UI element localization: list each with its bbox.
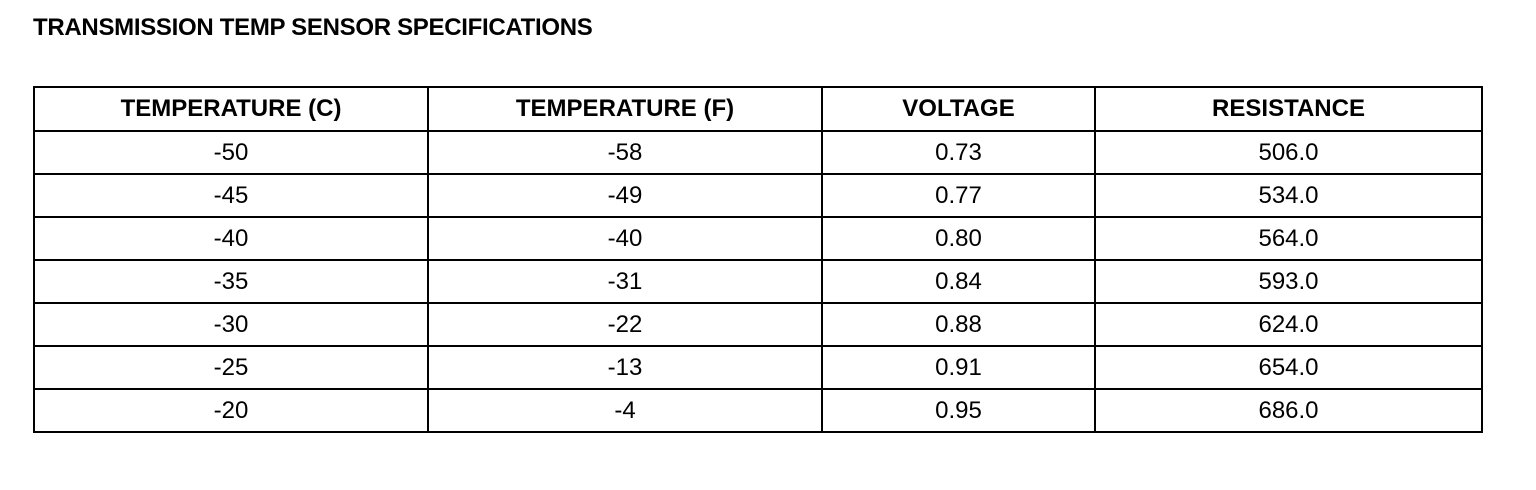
document-title: TRANSMISSION TEMP SENSOR SPECIFICATIONS [33,14,593,41]
table-cell: -31 [427,259,823,304]
table-cell: 506.0 [1094,130,1483,175]
table-head: TEMPERATURE (C) TEMPERATURE (F) VOLTAGE RES… [33,86,1483,132]
table-row: -40 -40 0.80 564.0 [33,216,1483,261]
table-cell: 593.0 [1094,259,1483,304]
table-row: -25 -13 0.91 654.0 [33,345,1483,390]
spec-table: TEMPERATURE (C) TEMPERATURE (F) VOLTAGE RES… [33,86,1483,433]
table-cell: -35 [33,259,429,304]
table-cell: -45 [33,173,429,218]
table-cell: -49 [427,173,823,218]
table-cell: 534.0 [1094,173,1483,218]
table-cell: -30 [33,302,429,347]
table-row: -30 -22 0.88 624.0 [33,302,1483,347]
table-body: -50 -58 0.73 506.0 -45 -49 0.77 534.0 -40 -40 0.80… [33,130,1483,433]
table-cell: 0.73 [821,130,1096,175]
table-cell: -20 [33,388,429,433]
column-header: VOLTAGE [821,86,1096,132]
table-cell: -40 [427,216,823,261]
table-cell: 0.80 [821,216,1096,261]
table-cell: 686.0 [1094,388,1483,433]
table-row: -20 -4 0.95 686.0 [33,388,1483,433]
table-cell: 0.91 [821,345,1096,390]
table-cell: 0.84 [821,259,1096,304]
header-row: TEMPERATURE (C) TEMPERATURE (F) VOLTAGE RES… [33,86,1483,132]
table-cell: -50 [33,130,429,175]
table-cell: -22 [427,302,823,347]
column-header: RESISTANCE [1094,86,1483,132]
column-header: TEMPERATURE (F) [427,86,823,132]
table-cell: 0.88 [821,302,1096,347]
table-cell: 564.0 [1094,216,1483,261]
table-cell: -25 [33,345,429,390]
table-cell: -40 [33,216,429,261]
table-cell: -4 [427,388,823,433]
column-header: TEMPERATURE (C) [33,86,429,132]
table-cell: 0.95 [821,388,1096,433]
table-cell: -13 [427,345,823,390]
table-row: -50 -58 0.73 506.0 [33,130,1483,175]
table-cell: -58 [427,130,823,175]
table-row: -45 -49 0.77 534.0 [33,173,1483,218]
table-cell: 0.77 [821,173,1096,218]
table-cell: 654.0 [1094,345,1483,390]
table-row: -35 -31 0.84 593.0 [33,259,1483,304]
table-cell: 624.0 [1094,302,1483,347]
